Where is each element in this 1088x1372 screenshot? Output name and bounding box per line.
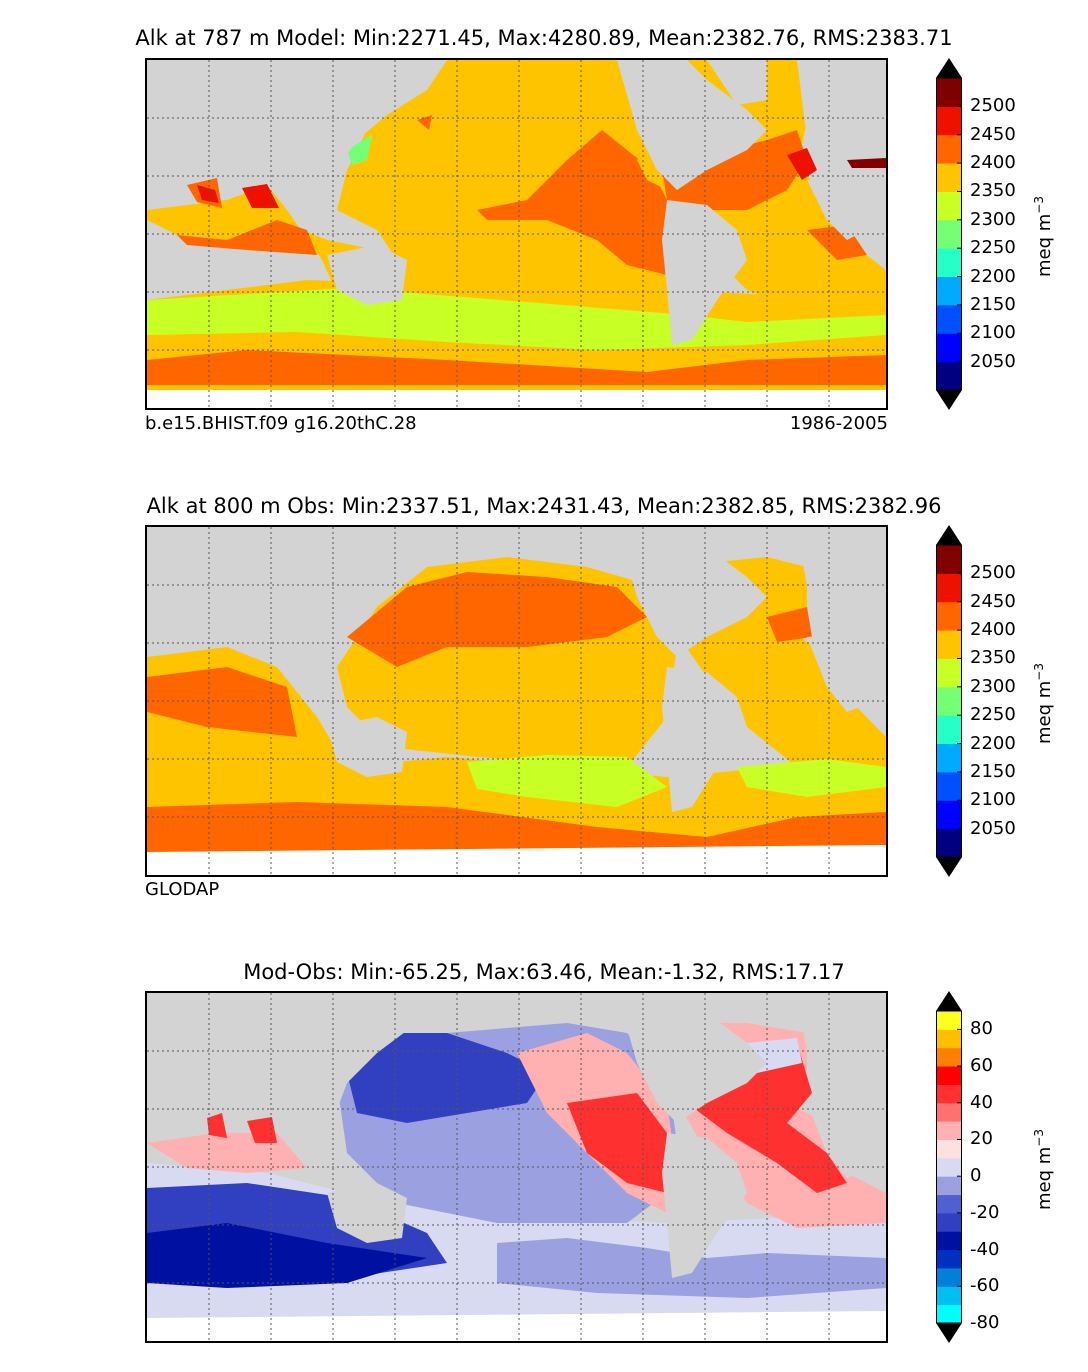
colorbar-level	[936, 78, 962, 107]
colorbar-extend-min	[936, 1323, 962, 1343]
colorbar-level	[936, 658, 962, 688]
colorbar-extend-max	[936, 525, 962, 545]
colorbar-level	[936, 1157, 962, 1177]
colorbar-level	[936, 1066, 962, 1085]
colorbar-level	[936, 601, 962, 631]
colorbar-tick-label: 2500	[970, 95, 1016, 117]
colorbar-tick-label: 2300	[970, 675, 1016, 697]
obs-caption-left: GLODAP	[145, 879, 220, 900]
colorbar-tick-label: 0	[970, 1165, 982, 1187]
colorbar-tick-label: 2150	[970, 293, 1016, 315]
colorbar-tick-label: 20	[970, 1128, 993, 1150]
model-caption-right: 1986-2005	[789, 413, 888, 434]
model-title: Alk at 787 m Model: Min:2271.45, Max:428…	[135, 26, 953, 50]
colorbar-level	[936, 219, 962, 249]
colorbar-level	[936, 134, 962, 164]
colorbar-tick-label: 60	[970, 1055, 993, 1077]
model-unit-label: meq m−3	[1032, 196, 1055, 277]
colorbar-tick-label: 2200	[970, 732, 1016, 754]
colorbar-level	[936, 1029, 962, 1049]
colorbar-tick-label: 2050	[970, 817, 1016, 839]
colorbar-tick-label: 2350	[970, 180, 1016, 202]
colorbar-level	[936, 1267, 962, 1287]
colorbar-level	[936, 630, 962, 659]
colorbar-level	[936, 1139, 962, 1159]
colorbar-extend-max	[936, 58, 962, 78]
colorbar-tick-label: -80	[970, 1312, 1000, 1333]
colorbar-level	[936, 1231, 962, 1251]
colorbar-frame	[936, 77, 962, 391]
colorbar-level	[936, 163, 962, 192]
colorbar-tick-label: 2050	[970, 350, 1016, 372]
colorbar-tick-label: 2350	[970, 647, 1016, 669]
colorbar-level	[936, 191, 962, 221]
colorbar-tick-label: 2250	[970, 237, 1016, 259]
colorbar-tick-label: 2300	[970, 208, 1016, 230]
colorbar-frame	[936, 1010, 962, 1324]
colorbar-level	[936, 1249, 962, 1269]
colorbar-tick-label: 2400	[970, 619, 1016, 641]
obs-title: Alk at 800 m Obs: Min:2337.51, Max:2431.…	[146, 494, 942, 518]
colorbar-level	[936, 743, 962, 773]
obs-unit-label: meq m−3	[1032, 663, 1055, 744]
colorbar-extend-min	[936, 390, 962, 410]
colorbar-level	[936, 828, 962, 858]
colorbar-tick-label: 2450	[970, 123, 1016, 145]
colorbar-level	[936, 1176, 962, 1196]
colorbar-tick-label: 2100	[970, 322, 1016, 344]
colorbar-level	[936, 1194, 962, 1214]
colorbar-tick-label: 2400	[970, 152, 1016, 174]
colorbar-tick-label: 2450	[970, 590, 1016, 612]
colorbar-tick-label: -60	[970, 1275, 1000, 1297]
colorbar-level	[936, 1102, 962, 1122]
colorbar-level	[936, 1084, 962, 1104]
colorbar-level	[936, 1047, 962, 1067]
colorbar-level	[936, 1121, 962, 1140]
obs-map	[145, 525, 888, 877]
colorbar-level	[936, 1212, 962, 1232]
model-caption-left: b.e15.BHIST.f09 g16.20thC.28	[145, 413, 417, 434]
diff-colorbar	[936, 991, 962, 1343]
colorbar-tick-label: -20	[970, 1201, 1000, 1223]
colorbar-extend-min	[936, 857, 962, 877]
colorbar-level	[936, 304, 962, 334]
colorbar-level	[936, 1011, 962, 1030]
model-map	[145, 58, 888, 410]
colorbar-level	[936, 361, 962, 391]
colorbar-tick-label: 2100	[970, 789, 1016, 811]
colorbar-level	[936, 1286, 962, 1306]
colorbar-tick-label: 2500	[970, 562, 1016, 584]
colorbar-level	[936, 1304, 962, 1324]
model-colorbar	[936, 58, 962, 410]
colorbar-tick-label: 2250	[970, 704, 1016, 726]
colorbar-level	[936, 276, 962, 306]
colorbar-level	[936, 573, 962, 603]
colorbar-level	[936, 248, 962, 278]
colorbar-level	[936, 800, 962, 830]
colorbar-level	[936, 333, 962, 363]
colorbar-tick-label: -40	[970, 1238, 1000, 1260]
colorbar-frame	[936, 544, 962, 858]
colorbar-tick-label: 40	[970, 1091, 993, 1113]
colorbar-level	[936, 686, 962, 716]
colorbar-tick-label: 2200	[970, 265, 1016, 287]
diff-map	[145, 991, 888, 1343]
colorbar-tick-label: 80	[970, 1018, 993, 1040]
obs-colorbar	[936, 525, 962, 877]
colorbar-level	[936, 771, 962, 801]
diff-title: Mod-Obs: Min:-65.25, Max:63.46, Mean:-1.…	[243, 960, 845, 984]
colorbar-extend-max	[936, 991, 962, 1011]
colorbar-tick-label: 2150	[970, 760, 1016, 782]
colorbar-level	[936, 545, 962, 574]
colorbar-level	[936, 715, 962, 745]
colorbar-level	[936, 106, 962, 136]
diff-unit-label: meq m−3	[1032, 1129, 1055, 1210]
